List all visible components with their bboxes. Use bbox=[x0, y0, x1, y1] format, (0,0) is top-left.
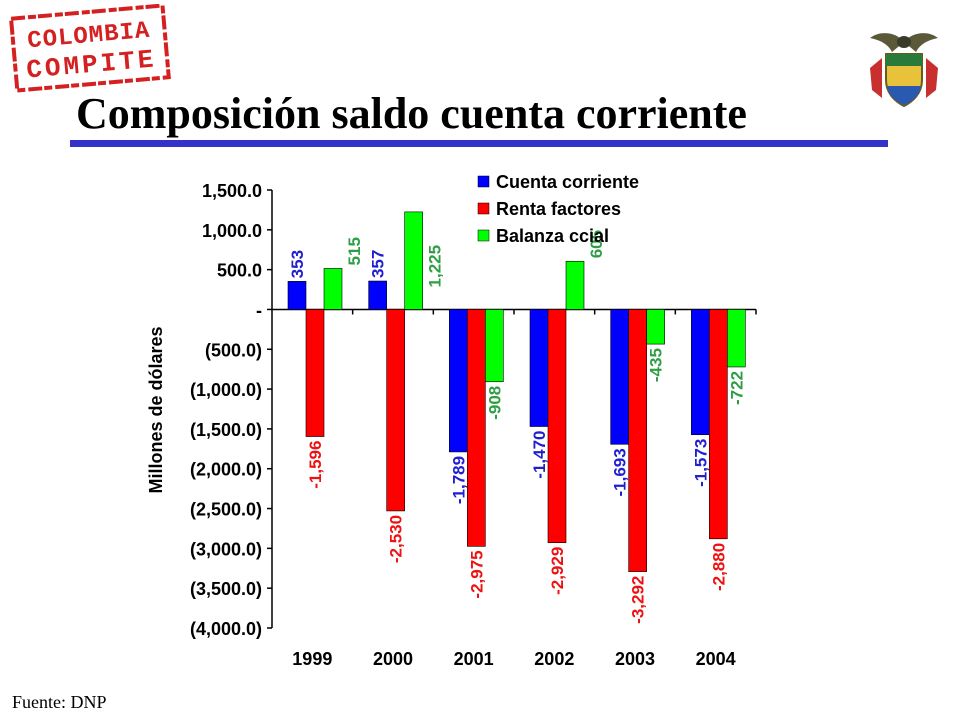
data-label: 605 bbox=[587, 230, 606, 258]
bar-balanza-ccial bbox=[727, 309, 746, 368]
page-title: Composición saldo cuenta corriente bbox=[76, 89, 747, 138]
bar-renta-factores bbox=[709, 309, 728, 540]
data-label: -435 bbox=[647, 348, 666, 382]
colombia-compite-logo: COLOMBIA COMPITE bbox=[8, 4, 171, 93]
bar-renta-factores bbox=[628, 309, 647, 572]
data-label: -1,573 bbox=[691, 439, 710, 487]
legend-label: Cuenta corriente bbox=[496, 172, 639, 192]
bar-renta-factores bbox=[467, 309, 486, 547]
x-tick-label: 1999 bbox=[292, 649, 332, 669]
legend-swatch bbox=[477, 202, 490, 215]
bar-cuenta-corriente bbox=[691, 309, 710, 436]
y-axis-title: Millones de dólares bbox=[146, 326, 166, 493]
data-label: -3,292 bbox=[629, 576, 648, 624]
data-label: -2,530 bbox=[387, 515, 406, 563]
y-tick-label: (3,000.0) bbox=[190, 539, 262, 559]
y-tick-label: (2,500.0) bbox=[190, 500, 262, 520]
data-label: -1,789 bbox=[449, 456, 468, 504]
bar-balanza-ccial bbox=[646, 309, 665, 345]
bar-cuenta-corriente bbox=[449, 309, 468, 453]
y-tick-label: (4,000.0) bbox=[190, 619, 262, 639]
x-tick-label: 2001 bbox=[454, 649, 494, 669]
data-label: -722 bbox=[727, 371, 746, 405]
y-tick-label: 1,000.0 bbox=[202, 221, 262, 241]
data-label: 515 bbox=[345, 237, 364, 265]
x-tick-label: 2000 bbox=[373, 649, 413, 669]
bar-renta-factores bbox=[547, 309, 567, 544]
y-tick-label: 500.0 bbox=[217, 261, 262, 281]
bar-cuenta-corriente bbox=[529, 309, 549, 427]
y-tick-label: (500.0) bbox=[205, 340, 262, 360]
source-note: Fuente: DNP bbox=[12, 692, 107, 712]
bar-balanza-ccial bbox=[404, 211, 423, 310]
bar-cuenta-corriente bbox=[610, 309, 629, 445]
legend-swatch bbox=[477, 229, 490, 242]
legend-label: Balanza ccial bbox=[496, 226, 609, 246]
data-label: -1,693 bbox=[611, 448, 630, 496]
bar-cuenta-corriente bbox=[368, 280, 387, 310]
x-tick-label: 2003 bbox=[615, 649, 655, 669]
data-label: -1,596 bbox=[306, 441, 325, 489]
y-tick-label: - bbox=[256, 300, 262, 320]
x-tick-label: 2004 bbox=[696, 649, 736, 669]
x-tick-label: 2002 bbox=[534, 649, 574, 669]
bar-cuenta-corriente bbox=[287, 281, 307, 310]
y-tick-label: (3,500.0) bbox=[190, 579, 262, 599]
legend-swatch bbox=[477, 175, 490, 188]
bar-balanza-ccial bbox=[323, 268, 343, 310]
data-label: -2,929 bbox=[548, 547, 567, 595]
y-tick-label: (2,000.0) bbox=[190, 460, 262, 480]
data-label: 1,225 bbox=[426, 245, 445, 288]
data-label: -908 bbox=[485, 386, 504, 420]
title-underline bbox=[70, 140, 888, 147]
data-label: 353 bbox=[288, 250, 307, 278]
bar-balanza-ccial bbox=[485, 309, 504, 383]
bar-balanza-ccial bbox=[565, 260, 585, 310]
bar-renta-factores bbox=[386, 309, 405, 512]
data-label: -2,880 bbox=[709, 543, 728, 591]
bar-renta-factores bbox=[305, 309, 325, 437]
data-label: -2,975 bbox=[467, 550, 486, 598]
data-label: -1,470 bbox=[530, 431, 549, 479]
y-tick-label: (1,500.0) bbox=[190, 420, 262, 440]
legend-label: Renta factores bbox=[496, 199, 621, 219]
coat-of-arms-icon bbox=[870, 33, 938, 108]
y-tick-label: (1,000.0) bbox=[190, 380, 262, 400]
y-tick-label: 1,500.0 bbox=[202, 181, 262, 201]
data-label: 357 bbox=[369, 250, 388, 278]
